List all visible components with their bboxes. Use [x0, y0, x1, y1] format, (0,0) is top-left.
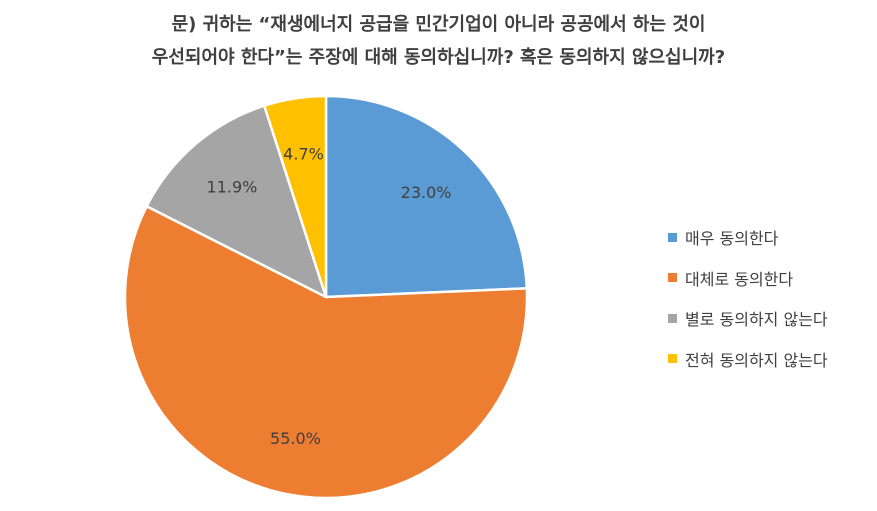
legend-label-strongly-disagree: 전혀 동의하지 않는다 — [685, 350, 828, 370]
legend-item-somewhat-disagree: 별로 동의하지 않는다 — [668, 307, 828, 329]
legend-item-strongly-agree: 매우 동의한다 — [668, 226, 828, 248]
legend-swatch-strongly-disagree — [668, 354, 677, 363]
legend-item-strongly-disagree: 전혀 동의하지 않는다 — [668, 348, 828, 370]
chart-title-line-1: 문) 귀하는 “재생에너지 공급을 민간기업이 아니라 공공에서 하는 것이 — [171, 14, 706, 35]
pie-slice-strongly-agree — [324, 94, 529, 299]
data-label-somewhat-disagree: 11.9% — [207, 178, 258, 197]
legend-item-somewhat-agree: 대체로 동의한다 — [668, 267, 828, 289]
legend-label-somewhat-agree: 대체로 동의한다 — [685, 269, 794, 289]
pie-slice-somewhat-agree — [123, 205, 529, 500]
legend-label-strongly-agree: 매우 동의한다 — [685, 229, 779, 248]
legend-label-somewhat-disagree: 별로 동의하지 않는다 — [685, 310, 828, 329]
chart-title: 문) 귀하는 “재생에너지 공급을 민간기업이 아니라 공공에서 하는 것이 우… — [0, 8, 877, 74]
data-label-strongly-agree: 23.0% — [401, 183, 452, 202]
data-label-somewhat-agree: 55.0% — [270, 429, 321, 448]
chart-title-line-2: 우선되어야 한다”는 주장에 대해 동의하십니까? 혹은 동의하지 않으십니까? — [151, 47, 726, 68]
pie-data-labels: 23.0% 55.0% 11.9% 4.7% — [207, 145, 452, 448]
pie-slice-strongly-disagree — [263, 94, 328, 299]
legend-swatch-somewhat-disagree — [668, 313, 677, 323]
pie-slices — [123, 94, 529, 500]
legend-swatch-somewhat-agree — [668, 273, 677, 282]
pie-slice-somewhat-disagree — [145, 104, 328, 299]
legend-swatch-strongly-agree — [668, 232, 677, 242]
data-label-strongly-disagree: 4.7% — [283, 145, 324, 164]
legend: 매우 동의한다 대체로 동의한다 별로 동의하지 않는다 전혀 동의하지 않는다 — [668, 226, 828, 388]
